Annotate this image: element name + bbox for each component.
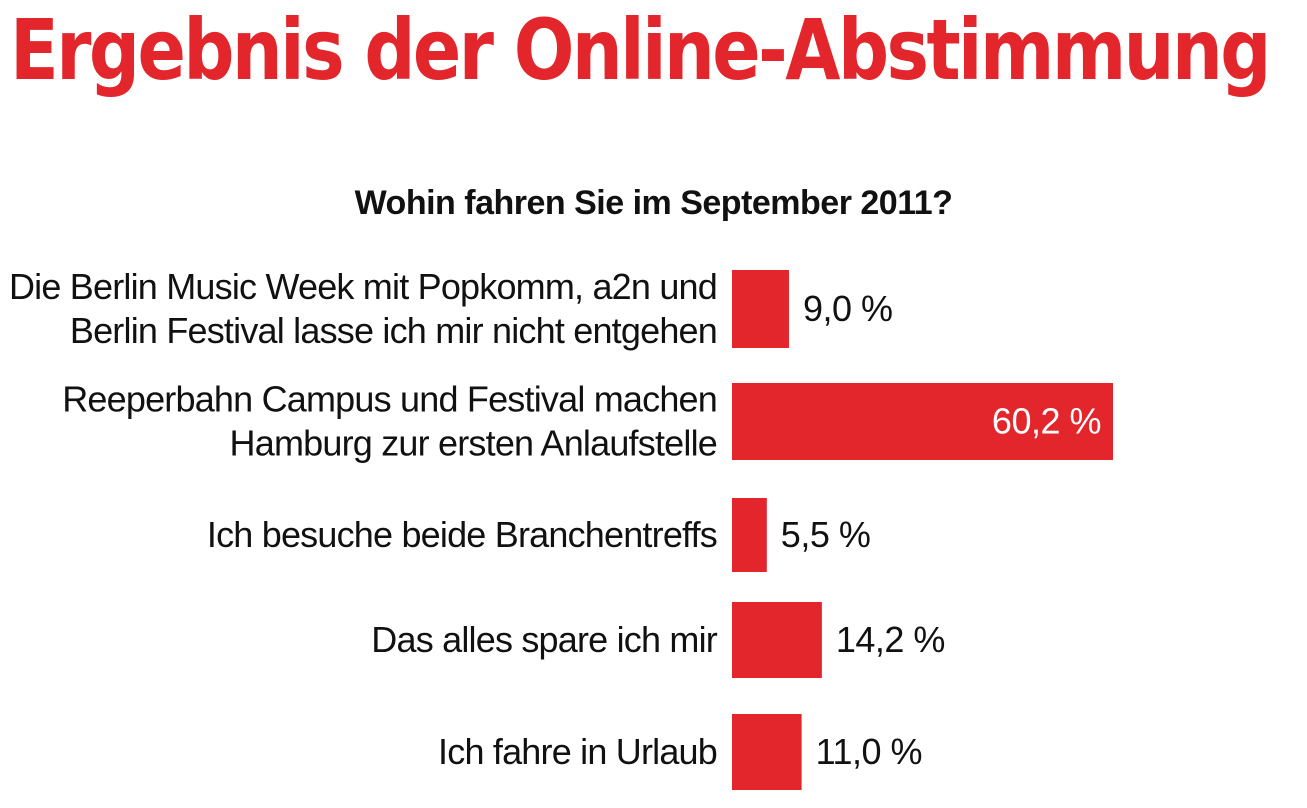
chart-subtitle: Wohin fahren Sie im September 2011?: [354, 184, 953, 222]
category-label-1-line-1: Die Berlin Music Week mit Popkomm, a2n u…: [9, 266, 717, 307]
category-label-2-line-1: Reeperbahn Campus und Festival machen: [62, 379, 717, 420]
value-label-3: 5,5 %: [781, 514, 871, 555]
chart-title: Ergebnis der Online-Abstimmung: [10, 1, 1271, 99]
value-label-5: 11,0 %: [816, 731, 922, 772]
bar-3: [732, 498, 767, 572]
bar-4: [732, 602, 822, 678]
value-label-1: 9,0 %: [803, 288, 893, 329]
value-label-2: 60,2 %: [992, 401, 1101, 442]
bar-2: [732, 383, 1113, 460]
category-label-1-line-2: Berlin Festival lasse ich mir nicht entg…: [70, 310, 717, 351]
category-label-2-line-2: Hamburg zur ersten Anlaufstelle: [230, 423, 717, 464]
category-label-3: Ich besuche beide Branchentreffs: [207, 514, 717, 555]
category-label-4: Das alles spare ich mir: [371, 619, 718, 660]
bar-1: [732, 270, 789, 348]
value-label-4: 14,2 %: [836, 619, 945, 660]
bar-5: [732, 714, 802, 790]
category-label-5: Ich fahre in Urlaub: [438, 731, 717, 772]
